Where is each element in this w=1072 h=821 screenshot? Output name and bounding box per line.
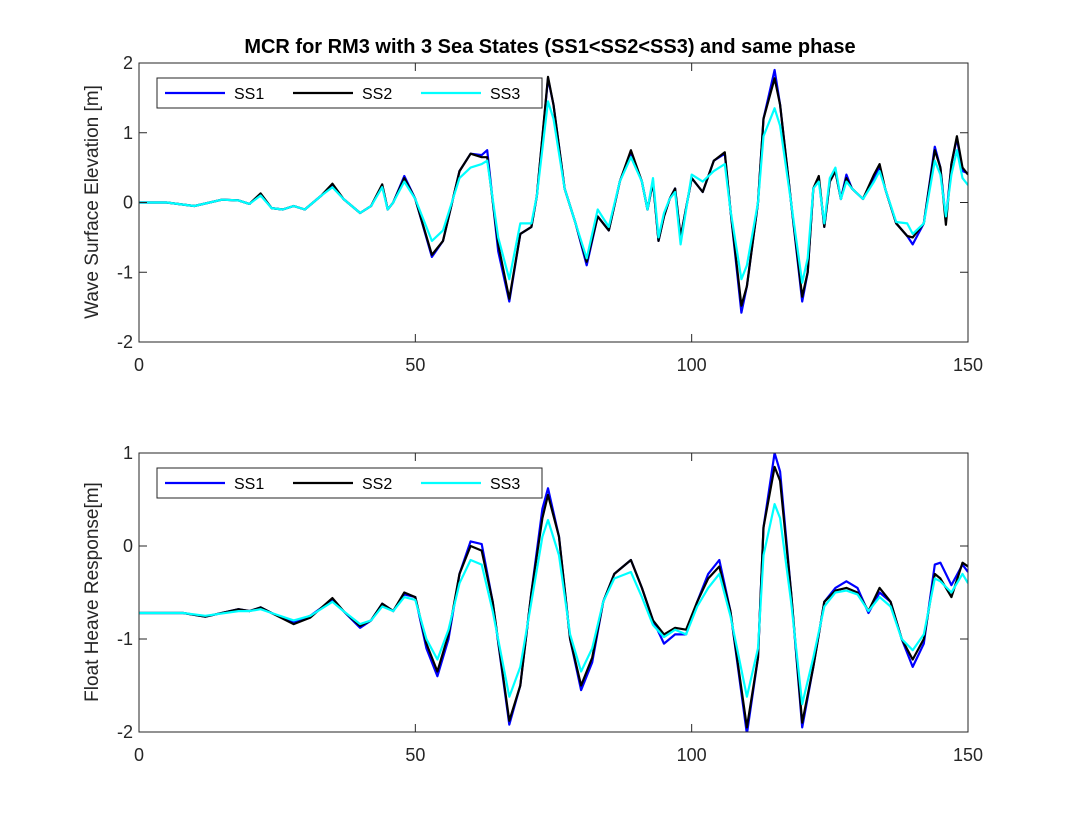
y-axis-label: Wave Surface Elevation [m] [82,85,103,319]
legend: SS1 SS2 SS3 [156,467,543,499]
y-tick-label: -1 [117,629,133,649]
series-group [139,453,968,732]
y-tick-label: 1 [123,123,133,143]
legend-label-ss3: SS3 [490,86,520,103]
series-line-ss3 [139,503,968,706]
plot-area [139,453,968,732]
heave-response-plot: 0 50 100 150 -2 -1 0 1 Float Heave Response[m] SS… [82,443,983,765]
y-tick-label: 0 [123,536,133,556]
x-tick-label: 100 [677,355,707,375]
x-tick-label: 100 [677,745,707,765]
x-tick-label: 150 [953,355,983,375]
y-tick-label: 2 [123,53,133,73]
legend-label-ss1: SS1 [234,86,264,103]
wave-elevation-plot: 0 50 100 150 -2 -1 0 1 2 Wave Surface Elevation [… [82,53,983,375]
y-tick-label: -2 [117,722,133,742]
legend: SS1 SS2 SS3 [156,77,543,109]
y-tick-label: 0 [123,193,133,213]
legend-label-ss2: SS2 [362,86,392,103]
figure-title: MCR for RM3 with 3 Sea States (SS1<SS2<S… [244,36,855,58]
x-tick-label: 50 [405,745,425,765]
y-tick-label: -2 [117,332,133,352]
series-group [139,68,968,314]
y-tick-label: -1 [117,262,133,282]
series-line-ss3 [139,100,968,284]
legend-label-ss3: SS3 [490,476,520,493]
x-tick-label: 50 [405,355,425,375]
y-axis-label: Float Heave Response[m] [82,482,103,702]
legend-label-ss2: SS2 [362,476,392,493]
legend-label-ss1: SS1 [234,476,264,493]
x-tick-label: 0 [134,745,144,765]
axes-frame [138,452,969,733]
x-tick-label: 150 [953,745,983,765]
y-tick-label: 1 [123,443,133,463]
x-tick-label: 0 [134,355,144,375]
